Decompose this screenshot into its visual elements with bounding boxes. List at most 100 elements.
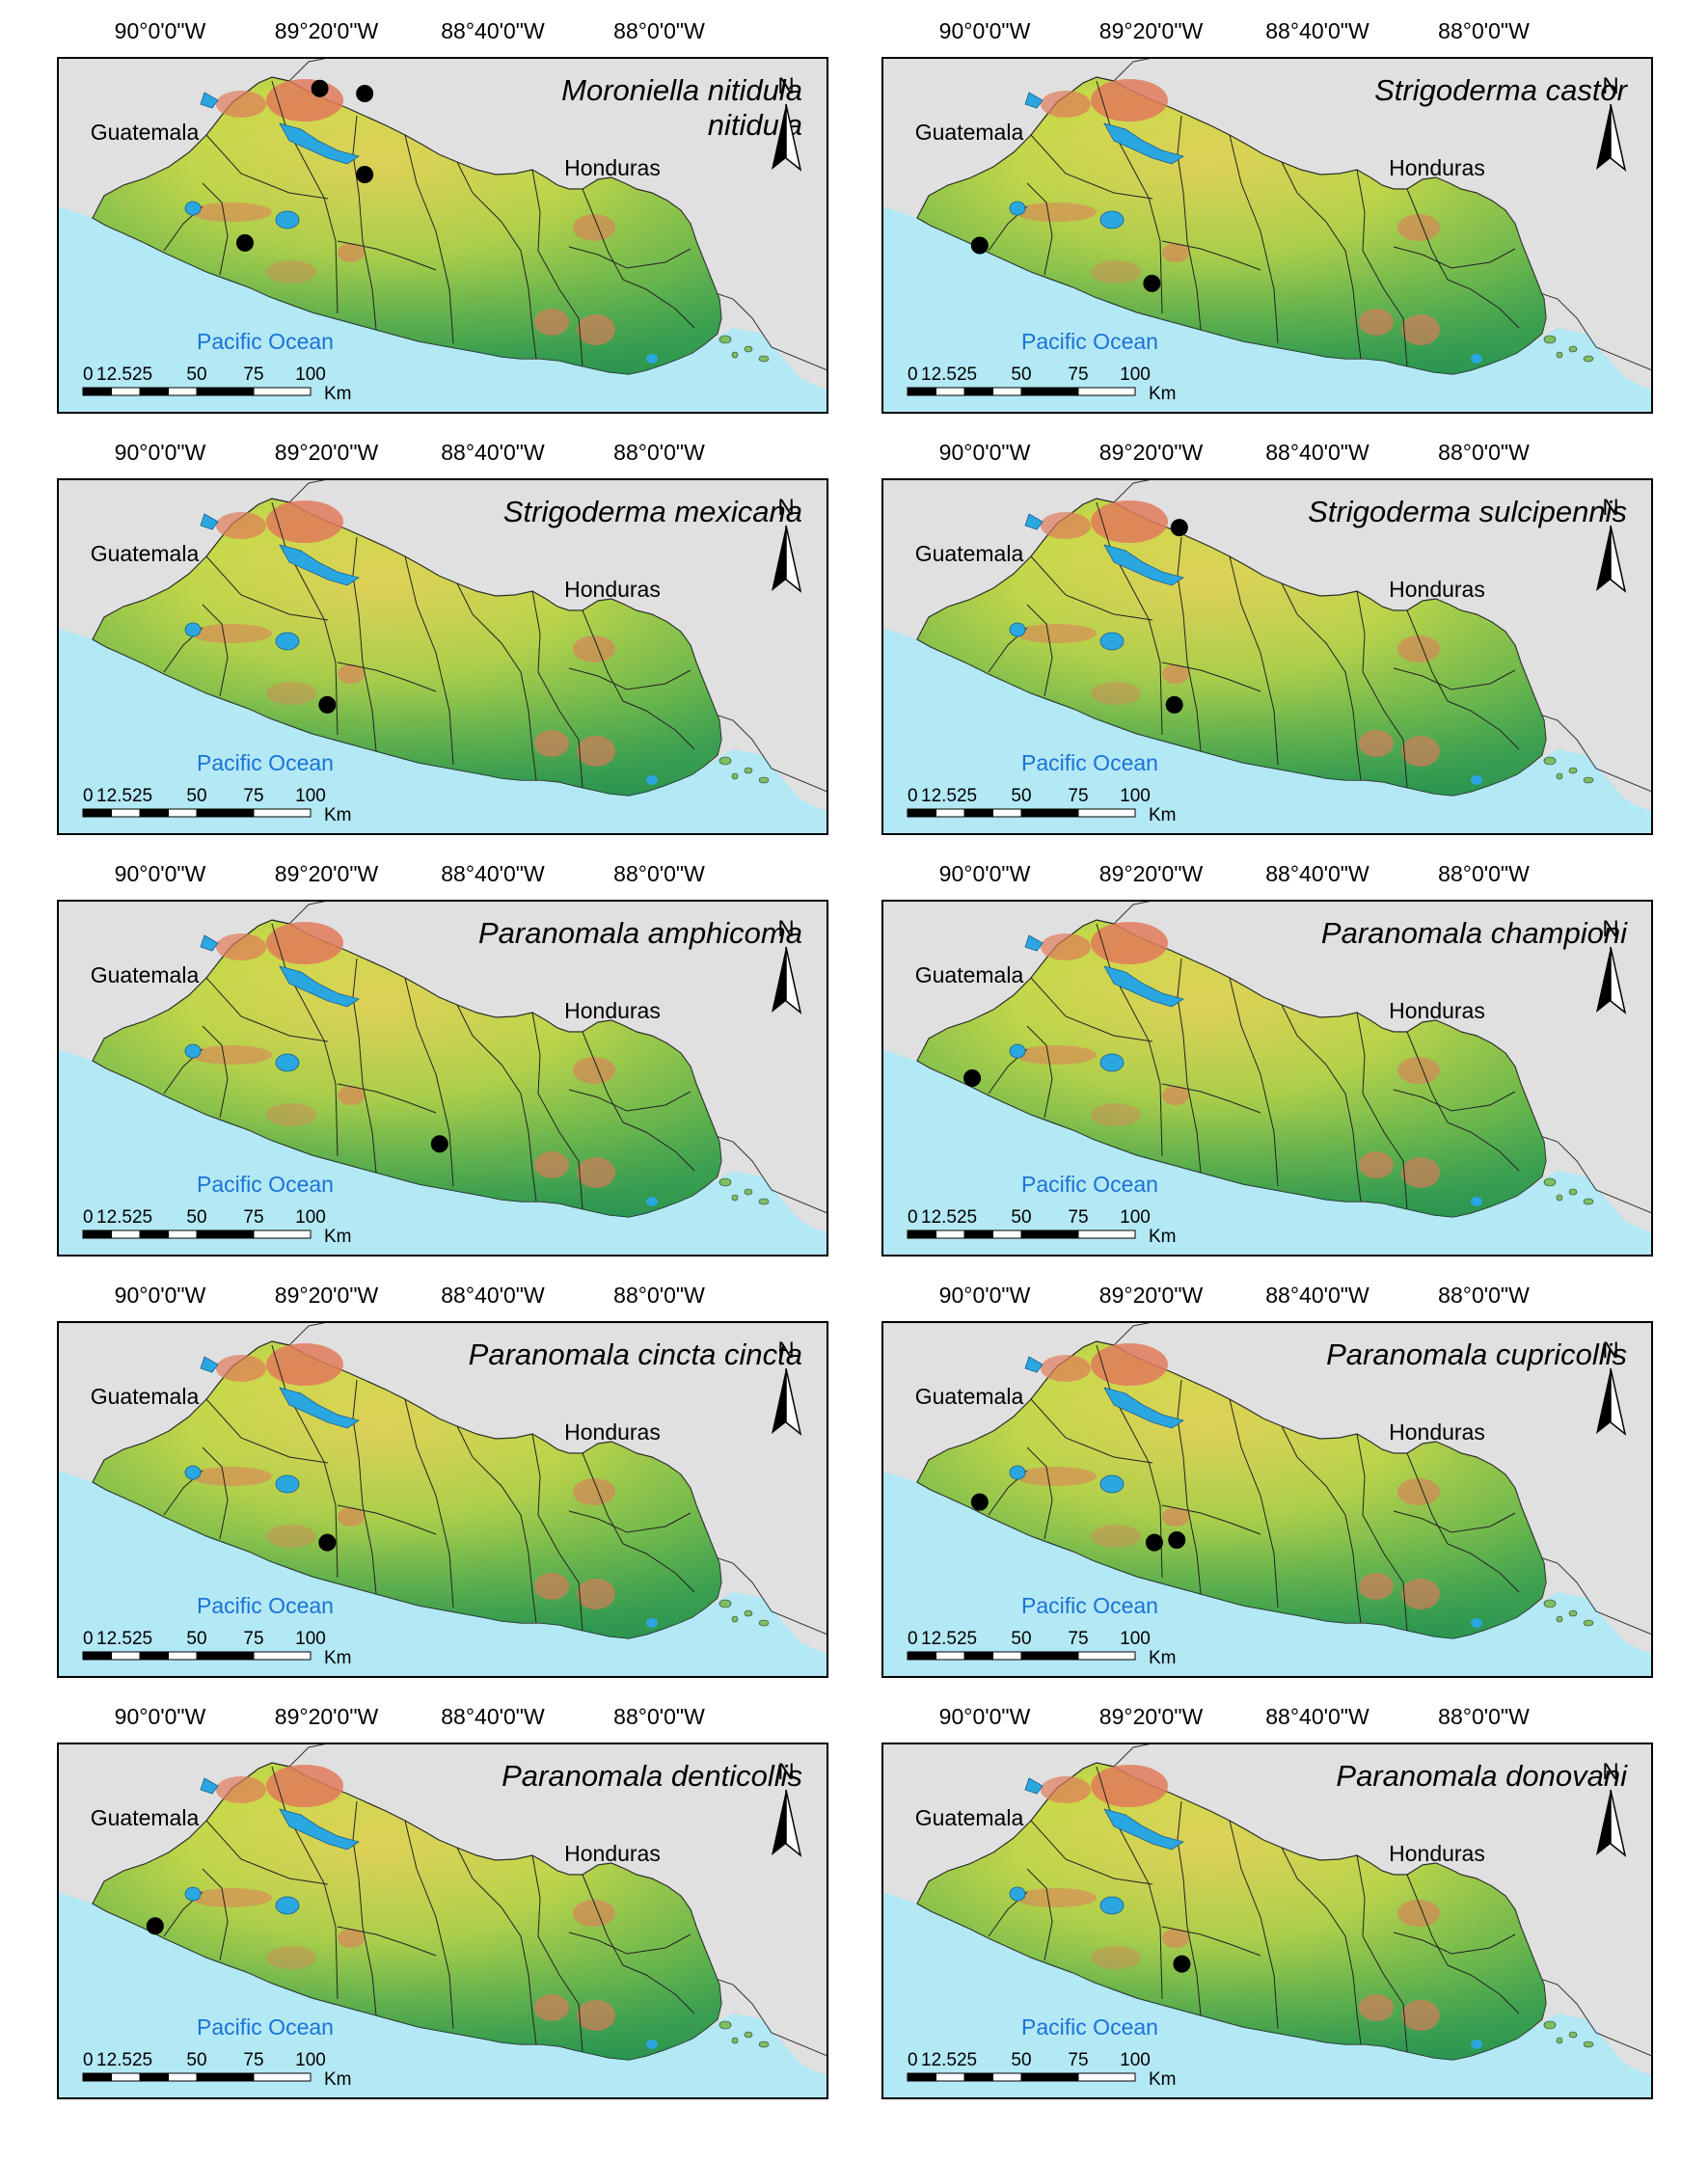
species-title: Strigoderma sulcipennis xyxy=(1308,495,1627,528)
scale-bar-segment xyxy=(253,2072,312,2082)
department-border xyxy=(582,1031,624,1123)
highland-relief xyxy=(1359,1994,1394,2021)
highland-relief xyxy=(1091,79,1168,122)
department-border xyxy=(1356,590,1408,789)
map-content xyxy=(58,58,827,413)
island xyxy=(744,1188,753,1196)
highland-relief xyxy=(1016,203,1097,222)
longitude-label: 90°0'0"W xyxy=(939,861,1031,886)
species-record-point xyxy=(311,79,329,97)
island xyxy=(731,1194,739,1202)
department-border xyxy=(202,1868,229,1961)
neighbor-border xyxy=(1113,58,1153,82)
longitude-label: 89°20'0"W xyxy=(275,861,379,886)
scale-bar-segment xyxy=(196,387,255,396)
department-border xyxy=(456,1847,537,2045)
scale-tick-label: 12.525 xyxy=(96,2050,152,2070)
department-border xyxy=(582,188,624,281)
reservoir xyxy=(1103,122,1184,165)
scale-tick-label: 75 xyxy=(243,2050,263,2070)
scale-tick-label: 12.525 xyxy=(96,365,152,385)
scale-bar-segment xyxy=(139,387,169,396)
scale-tick-label: 0 xyxy=(908,1629,918,1649)
scale-bar-segment xyxy=(82,808,112,818)
species-title: Moroniella nitidula xyxy=(561,73,802,107)
department-border xyxy=(1096,1766,1163,2000)
scale-tick-label: 100 xyxy=(1120,786,1151,806)
longitude-label: 90°0'0"W xyxy=(939,440,1031,465)
north-arrow-letter: N xyxy=(1602,495,1618,521)
scale-tick-label: 75 xyxy=(243,786,263,806)
scale-bar-segment xyxy=(168,1651,198,1661)
department-border xyxy=(1447,1543,1520,1593)
scale-bar-segment xyxy=(111,1230,141,1239)
highland-relief xyxy=(1397,635,1440,662)
scale-bar-segment xyxy=(82,2072,112,2082)
scale-bar-segment xyxy=(111,2072,141,2082)
highland-relief xyxy=(338,1086,365,1105)
reservoir xyxy=(279,122,360,165)
department-border xyxy=(1393,246,1516,269)
department-border xyxy=(1356,1854,1408,2053)
north-arrow-letter: N xyxy=(1602,1338,1618,1364)
highland-relief xyxy=(1359,309,1394,336)
island xyxy=(731,772,739,780)
map-panel: 90°0'0"W89°20'0"W88°40'0"W88°0'0"W14°0'0… xyxy=(57,861,828,1257)
lake-olomega xyxy=(646,775,658,785)
department-border xyxy=(531,169,583,367)
honduras-label: Honduras xyxy=(1389,1841,1485,1866)
department-border xyxy=(352,1800,377,2016)
department-border xyxy=(456,1425,537,1624)
department-border xyxy=(1356,169,1408,367)
species-record-point xyxy=(1143,274,1161,292)
island xyxy=(1583,1198,1594,1205)
longitude-label: 88°0'0"W xyxy=(613,1283,705,1308)
highland-relief xyxy=(573,1057,615,1084)
island xyxy=(758,1619,770,1627)
department-border xyxy=(582,609,624,702)
department-border xyxy=(1177,115,1202,331)
island xyxy=(731,1615,739,1623)
scale-tick-label: 100 xyxy=(295,786,326,806)
scale-bar-segment xyxy=(139,1230,169,1239)
scale-bar-segment xyxy=(168,808,198,818)
pacific-ocean-label: Pacific Ocean xyxy=(197,1593,334,1618)
ocean xyxy=(882,1471,1652,1677)
department-border xyxy=(1026,1446,1053,1540)
highland-relief xyxy=(577,1579,615,1609)
highland-relief xyxy=(1359,730,1394,757)
species-title: Paranomala amphicoma xyxy=(478,916,802,950)
ocean xyxy=(882,628,1652,834)
department-border xyxy=(622,279,695,329)
honduras-label: Honduras xyxy=(564,998,661,1023)
longitude-label: 89°20'0"W xyxy=(1099,440,1204,465)
map-content xyxy=(882,1743,1652,2098)
guatemala-label: Guatemala xyxy=(91,962,200,987)
department-border xyxy=(1161,240,1261,271)
species-record-point xyxy=(356,85,374,102)
island xyxy=(758,2040,770,2048)
scale-tick-label: 75 xyxy=(1068,1207,1088,1228)
scale-tick-label: 12.525 xyxy=(96,786,152,806)
department-border xyxy=(352,115,377,331)
honduras-label: Honduras xyxy=(1389,1419,1485,1445)
department-border xyxy=(352,536,377,752)
scale-tick-label: 50 xyxy=(186,786,206,806)
map-frame xyxy=(881,900,1653,1257)
lake-coatepeque xyxy=(184,1886,202,1902)
scale-unit-label: Km xyxy=(324,805,352,825)
neighbor-border xyxy=(288,58,329,82)
species-record-point xyxy=(318,1533,337,1552)
lake-coatepeque xyxy=(1009,622,1026,637)
map-panel: 90°0'0"W89°20'0"W88°40'0"W88°0'0"W14°0'0… xyxy=(881,1283,1653,1678)
longitude-label: 89°20'0"W xyxy=(1099,1283,1204,1308)
lake-guija xyxy=(200,92,219,109)
scale-bar-segment xyxy=(139,808,169,818)
department-border xyxy=(1096,80,1163,314)
north-arrow-icon xyxy=(772,1368,786,1434)
lake-coatepeque xyxy=(1009,1465,1026,1480)
reservoir xyxy=(1103,1808,1184,1851)
pacific-ocean-label: Pacific Ocean xyxy=(197,329,334,354)
scale-bar-segment xyxy=(1077,1230,1136,1239)
department-border xyxy=(1406,609,1449,702)
